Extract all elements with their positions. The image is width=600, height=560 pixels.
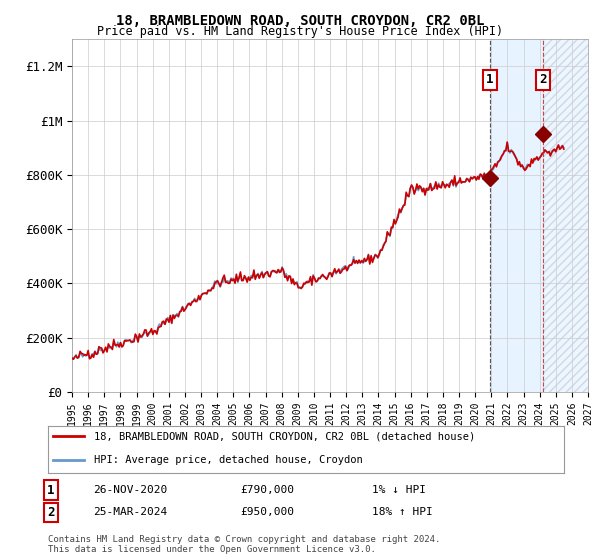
- Bar: [490, 39, 544, 392]
- Text: 2: 2: [539, 73, 547, 86]
- Text: 25-MAR-2024: 25-MAR-2024: [93, 507, 167, 517]
- Text: Price paid vs. HM Land Registry's House Price Index (HPI): Price paid vs. HM Land Registry's House …: [97, 25, 503, 38]
- Text: 18% ↑ HPI: 18% ↑ HPI: [372, 507, 433, 517]
- Text: 2: 2: [47, 506, 55, 519]
- Text: £790,000: £790,000: [240, 485, 294, 495]
- Text: 1: 1: [486, 73, 493, 86]
- Text: HPI: Average price, detached house, Croydon: HPI: Average price, detached house, Croy…: [94, 455, 363, 465]
- Text: 1: 1: [47, 483, 55, 497]
- Text: 26-NOV-2020: 26-NOV-2020: [93, 485, 167, 495]
- Text: £950,000: £950,000: [240, 507, 294, 517]
- Text: Contains HM Land Registry data © Crown copyright and database right 2024.
This d: Contains HM Land Registry data © Crown c…: [48, 535, 440, 554]
- Text: 1% ↓ HPI: 1% ↓ HPI: [372, 485, 426, 495]
- Text: 18, BRAMBLEDOWN ROAD, SOUTH CROYDON, CR2 0BL: 18, BRAMBLEDOWN ROAD, SOUTH CROYDON, CR2…: [116, 14, 484, 28]
- Text: 18, BRAMBLEDOWN ROAD, SOUTH CROYDON, CR2 0BL (detached house): 18, BRAMBLEDOWN ROAD, SOUTH CROYDON, CR2…: [94, 431, 476, 441]
- Bar: [544, 39, 588, 392]
